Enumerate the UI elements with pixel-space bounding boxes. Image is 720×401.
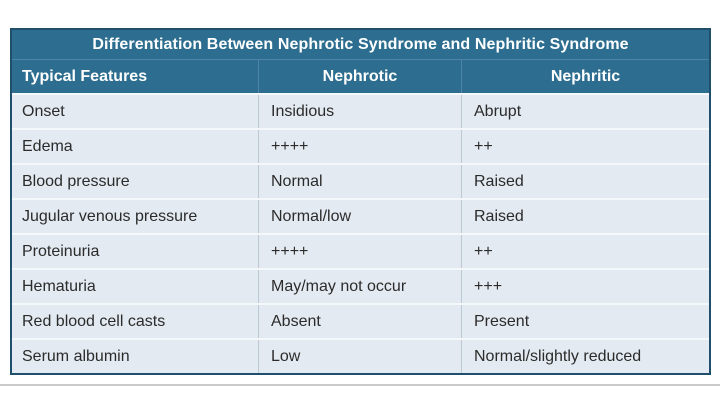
table-cell: Present: [461, 305, 709, 338]
horizontal-divider: [0, 384, 720, 386]
table-cell: ++++: [258, 235, 461, 268]
column-header-nephritic: Nephritic: [461, 60, 709, 93]
table-cell: Hematuria: [22, 278, 96, 295]
table-cell: Raised: [461, 200, 709, 233]
table-cell: Jugular venous pressure: [22, 208, 198, 225]
table-cell: May/may not occur: [258, 270, 461, 303]
table-cell: Onset: [22, 103, 65, 120]
table-row: Red blood cell casts Absent Present: [12, 303, 709, 338]
table-row: Blood pressure Normal Raised: [12, 163, 709, 198]
table-row: Serum albumin Low Normal/slightly reduced: [12, 338, 709, 373]
table-cell: ++: [461, 235, 709, 268]
table-cell: Red blood cell casts: [22, 313, 166, 330]
table-cell: Edema: [22, 138, 73, 155]
table-cell: Raised: [461, 165, 709, 198]
table-cell: Serum albumin: [22, 348, 130, 365]
table-cell: Normal/slightly reduced: [461, 340, 709, 373]
column-header-typical-features: Typical Features: [22, 68, 148, 85]
table-cell: Absent: [258, 305, 461, 338]
table-body: Onset Insidious Abrupt Edema ++++ ++ Blood pre…: [12, 93, 709, 373]
table-cell: +++: [461, 270, 709, 303]
table-cell: Insidious: [258, 95, 461, 128]
table-row: Hematuria May/may not occur +++: [12, 268, 709, 303]
table-header-row: Typical Features Nephrotic Nephritic: [12, 60, 709, 93]
table-cell: ++: [461, 130, 709, 163]
table-row: Edema ++++ ++: [12, 128, 709, 163]
table-title: Differentiation Between Nephrotic Syndro…: [12, 30, 709, 60]
table-row: Onset Insidious Abrupt: [12, 93, 709, 128]
table-cell: Proteinuria: [22, 243, 100, 260]
column-header-nephrotic: Nephrotic: [258, 60, 461, 93]
table-row: Proteinuria ++++ ++: [12, 233, 709, 268]
table-cell: Abrupt: [461, 95, 709, 128]
table-cell: ++++: [258, 130, 461, 163]
table-cell: Normal/low: [258, 200, 461, 233]
table-cell: Blood pressure: [22, 173, 130, 190]
comparison-table: Differentiation Between Nephrotic Syndro…: [10, 28, 711, 375]
table-cell: Low: [258, 340, 461, 373]
table-cell: Normal: [258, 165, 461, 198]
table-row: Jugular venous pressure Normal/low Raised: [12, 198, 709, 233]
